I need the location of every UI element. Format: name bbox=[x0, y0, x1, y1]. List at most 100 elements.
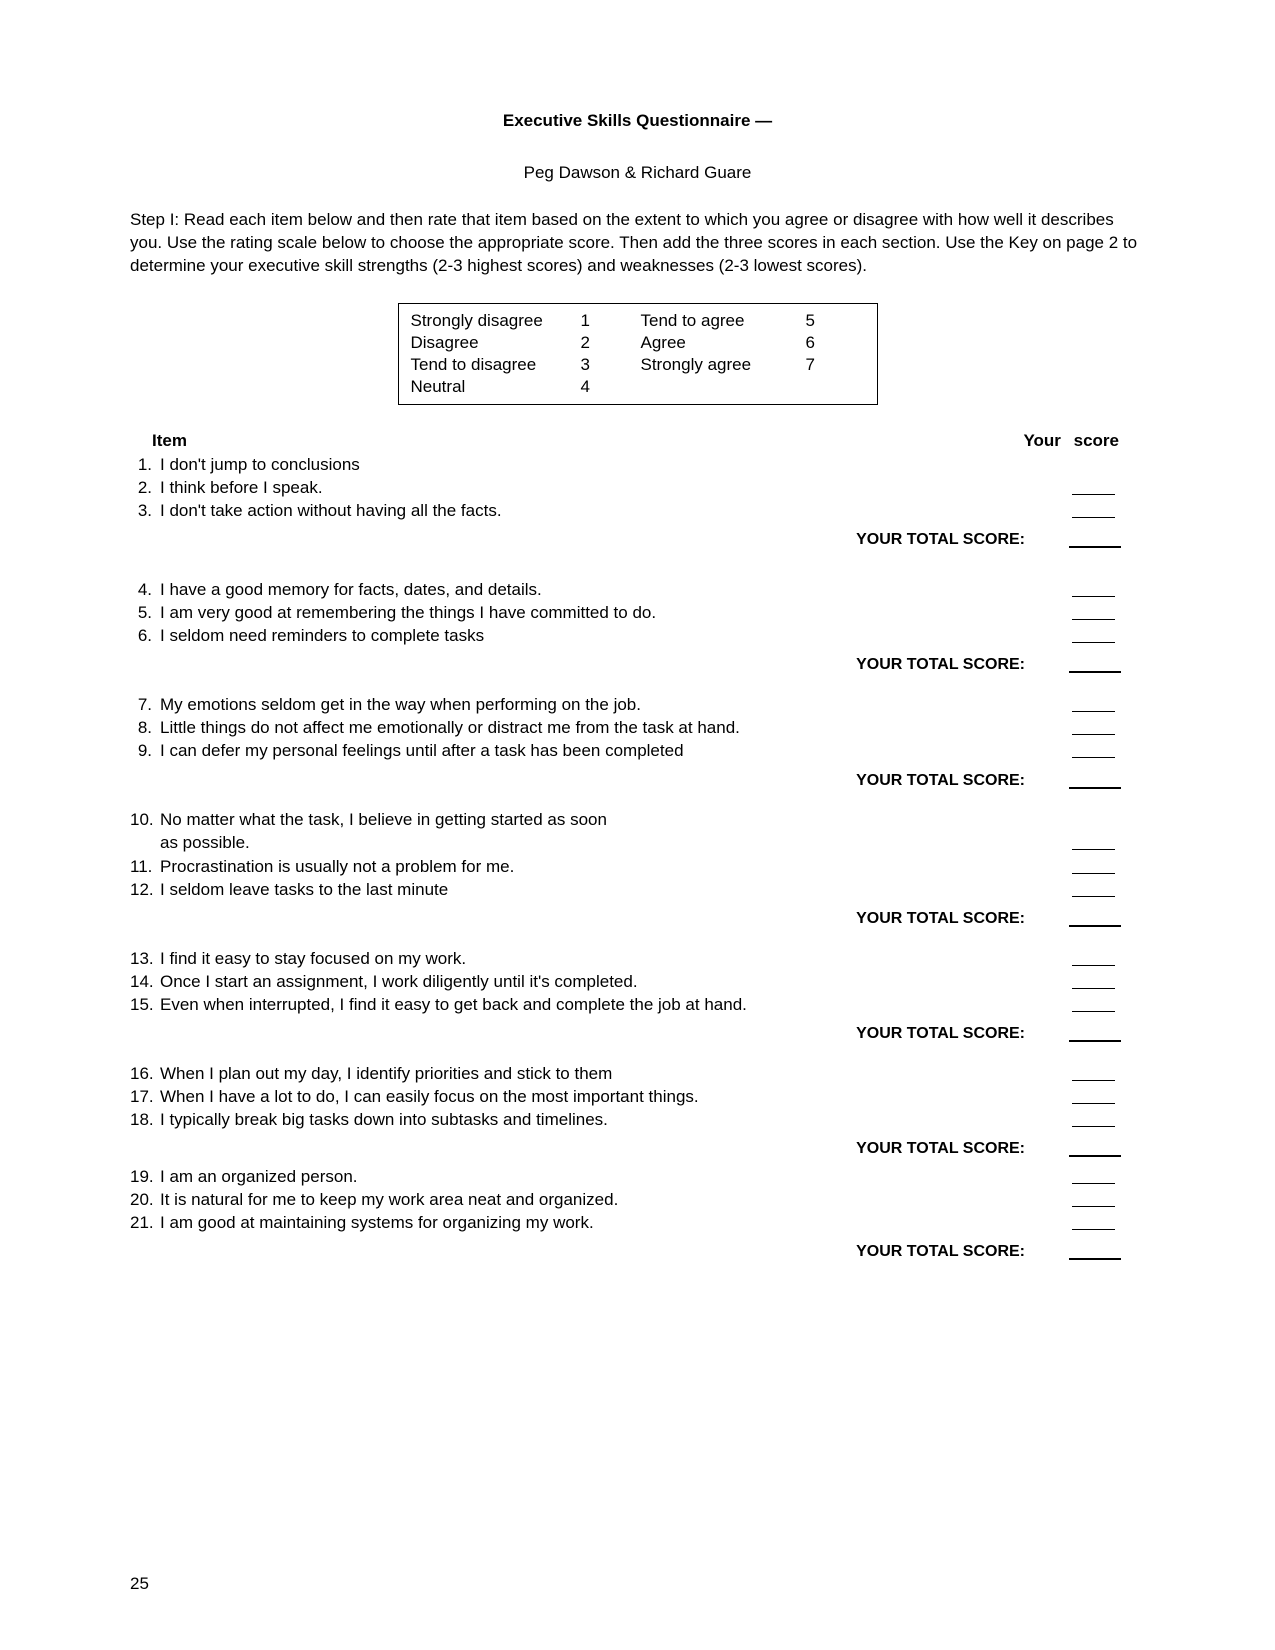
scale-value: 3 bbox=[581, 354, 641, 376]
total-score-label: YOUR TOTAL SCORE: bbox=[856, 655, 1025, 676]
item-number: 4. bbox=[130, 579, 160, 601]
total-score-label: YOUR TOTAL SCORE: bbox=[856, 771, 1025, 792]
item-text: Once I start an assignment, I work dilig… bbox=[160, 971, 1072, 993]
question-item: 21.I am good at maintaining systems for … bbox=[130, 1212, 1145, 1234]
rating-scale-box: Strongly disagree Disagree Tend to disag… bbox=[398, 303, 878, 405]
total-score-blank[interactable] bbox=[1069, 1139, 1121, 1157]
item-text: I am very good at remembering the things… bbox=[160, 602, 1072, 624]
question-item: 14.Once I start an assignment, I work di… bbox=[130, 971, 1145, 993]
item-text-continuation: as possible. bbox=[160, 832, 1072, 854]
item-text: I seldom leave tasks to the last minute bbox=[160, 879, 1072, 901]
question-section: 13.I find it easy to stay focused on my … bbox=[130, 948, 1145, 1045]
question-item: 11.Procrastination is usually not a prob… bbox=[130, 856, 1145, 878]
sections-container: 1.I don't jump to conclusions2.I think b… bbox=[130, 454, 1145, 1263]
instructions-text: Step I: Read each item below and then ra… bbox=[130, 209, 1145, 278]
scale-value: 2 bbox=[581, 332, 641, 354]
score-blank[interactable] bbox=[1072, 625, 1115, 643]
question-item: 12.I seldom leave tasks to the last minu… bbox=[130, 879, 1145, 901]
question-section: 10.No matter what the task, I believe in… bbox=[130, 809, 1145, 929]
question-item: 2.I think before I speak. bbox=[130, 477, 1145, 499]
total-score-blank[interactable] bbox=[1069, 909, 1121, 927]
question-item: 18.I typically break big tasks down into… bbox=[130, 1109, 1145, 1131]
item-number: 10. bbox=[130, 809, 160, 831]
scale-value: 4 bbox=[581, 376, 641, 398]
total-score-label: YOUR TOTAL SCORE: bbox=[856, 909, 1025, 930]
score-blank[interactable] bbox=[1072, 879, 1115, 897]
item-number: 8. bbox=[130, 717, 160, 739]
score-blank[interactable] bbox=[1072, 717, 1115, 735]
question-item: 7.My emotions seldom get in the way when… bbox=[130, 694, 1145, 716]
item-text: I don't take action without having all t… bbox=[160, 500, 1072, 522]
question-item: 15.Even when interrupted, I find it easy… bbox=[130, 994, 1145, 1016]
score-blank[interactable] bbox=[1072, 1212, 1115, 1230]
score-blank[interactable] bbox=[1072, 971, 1115, 989]
item-text: I can defer my personal feelings until a… bbox=[160, 740, 1072, 762]
score-blank[interactable] bbox=[1072, 1166, 1115, 1184]
score-blank[interactable] bbox=[1072, 1109, 1115, 1127]
question-section: 7.My emotions seldom get in the way when… bbox=[130, 694, 1145, 791]
score-blank[interactable] bbox=[1072, 477, 1115, 495]
scale-label: Strongly disagree bbox=[411, 310, 581, 332]
total-score-blank[interactable] bbox=[1069, 655, 1121, 673]
item-number: 18. bbox=[130, 1109, 160, 1131]
score-blank[interactable] bbox=[1072, 948, 1115, 966]
score-header: Your score bbox=[1023, 430, 1119, 452]
item-number: 1. bbox=[130, 454, 160, 476]
score-blank[interactable] bbox=[1072, 1189, 1115, 1207]
score-blank[interactable] bbox=[1072, 856, 1115, 874]
document-authors: Peg Dawson & Richard Guare bbox=[130, 162, 1145, 184]
question-section: 16.When I plan out my day, I identify pr… bbox=[130, 1063, 1145, 1160]
score-blank[interactable] bbox=[1072, 1063, 1115, 1081]
total-score-row: YOUR TOTAL SCORE: bbox=[130, 771, 1145, 792]
item-text: When I plan out my day, I identify prior… bbox=[160, 1063, 1072, 1085]
question-item: 17.When I have a lot to do, I can easily… bbox=[130, 1086, 1145, 1108]
item-number: 11. bbox=[130, 856, 160, 878]
item-header: Item bbox=[152, 430, 187, 452]
item-text: I have a good memory for facts, dates, a… bbox=[160, 579, 1072, 601]
page-number: 25 bbox=[130, 1573, 149, 1595]
scale-values-left: 1 2 3 4 bbox=[581, 310, 641, 398]
score-blank[interactable] bbox=[1072, 1086, 1115, 1104]
item-number: 17. bbox=[130, 1086, 160, 1108]
question-item: 20.It is natural for me to keep my work … bbox=[130, 1189, 1145, 1211]
total-score-blank[interactable] bbox=[1069, 530, 1121, 548]
scale-label: Agree bbox=[641, 332, 806, 354]
score-blank[interactable] bbox=[1072, 994, 1115, 1012]
item-text: My emotions seldom get in the way when p… bbox=[160, 694, 1072, 716]
score-blank[interactable] bbox=[1072, 694, 1115, 712]
item-text: Even when interrupted, I find it easy to… bbox=[160, 994, 1072, 1016]
score-blank[interactable] bbox=[1072, 740, 1115, 758]
total-score-label: YOUR TOTAL SCORE: bbox=[856, 530, 1025, 551]
scale-labels-right: Tend to agree Agree Strongly agree bbox=[641, 310, 806, 398]
score-blank[interactable] bbox=[1072, 500, 1115, 518]
item-number: 21. bbox=[130, 1212, 160, 1234]
item-number: 20. bbox=[130, 1189, 160, 1211]
question-section: 4.I have a good memory for facts, dates,… bbox=[130, 579, 1145, 676]
question-item-continuation: as possible. bbox=[130, 832, 1145, 854]
total-score-blank[interactable] bbox=[1069, 771, 1121, 789]
item-number: 14. bbox=[130, 971, 160, 993]
item-text: I think before I speak. bbox=[160, 477, 1072, 499]
document-title: Executive Skills Questionnaire — bbox=[130, 110, 1145, 132]
total-score-row: YOUR TOTAL SCORE: bbox=[130, 1242, 1145, 1263]
score-blank[interactable] bbox=[1072, 832, 1115, 850]
item-text: Little things do not affect me emotional… bbox=[160, 717, 1072, 739]
item-number: 16. bbox=[130, 1063, 160, 1085]
question-item: 6.I seldom need reminders to complete ta… bbox=[130, 625, 1145, 647]
scale-label: Neutral bbox=[411, 376, 581, 398]
question-item: 19.I am an organized person. bbox=[130, 1166, 1145, 1188]
total-score-row: YOUR TOTAL SCORE: bbox=[130, 909, 1145, 930]
total-score-blank[interactable] bbox=[1069, 1242, 1121, 1260]
item-number: 3. bbox=[130, 500, 160, 522]
item-number: 6. bbox=[130, 625, 160, 647]
total-score-label: YOUR TOTAL SCORE: bbox=[856, 1024, 1025, 1045]
question-section: 1.I don't jump to conclusions2.I think b… bbox=[130, 454, 1145, 551]
question-item: 10.No matter what the task, I believe in… bbox=[130, 809, 1145, 831]
question-item: 16.When I plan out my day, I identify pr… bbox=[130, 1063, 1145, 1085]
total-score-row: YOUR TOTAL SCORE: bbox=[130, 530, 1145, 551]
item-number: 9. bbox=[130, 740, 160, 762]
total-score-blank[interactable] bbox=[1069, 1024, 1121, 1042]
score-blank[interactable] bbox=[1072, 602, 1115, 620]
question-item: 1.I don't jump to conclusions bbox=[130, 454, 1145, 476]
score-blank[interactable] bbox=[1072, 579, 1115, 597]
